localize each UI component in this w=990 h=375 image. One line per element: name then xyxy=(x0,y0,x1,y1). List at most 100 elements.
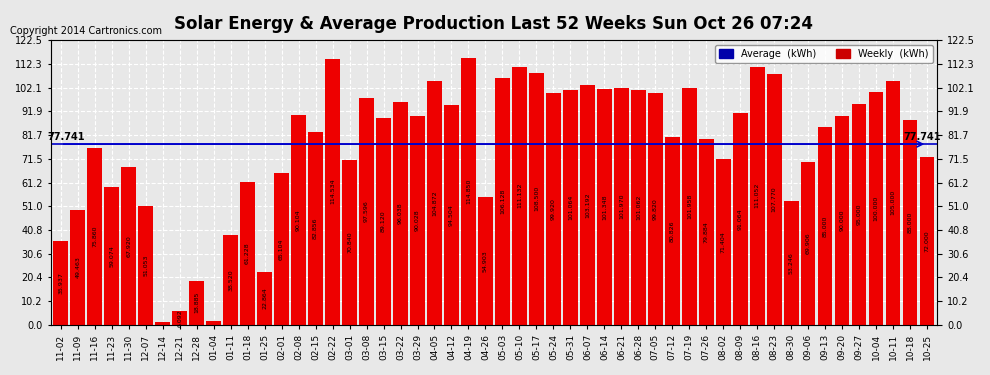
Bar xyxy=(648,93,662,325)
Text: 61.228: 61.228 xyxy=(246,243,250,264)
Bar xyxy=(308,132,323,325)
Bar xyxy=(291,116,306,325)
Bar xyxy=(206,321,221,325)
Bar xyxy=(818,127,833,325)
Text: 65.104: 65.104 xyxy=(279,238,284,260)
Text: 53.246: 53.246 xyxy=(789,252,794,274)
Text: 82.856: 82.856 xyxy=(313,218,318,239)
Bar xyxy=(139,206,152,325)
Text: 69.906: 69.906 xyxy=(806,233,811,254)
Text: 101.958: 101.958 xyxy=(687,194,692,219)
Bar xyxy=(546,93,560,325)
Bar xyxy=(155,322,170,325)
Text: 77.741: 77.741 xyxy=(903,132,940,142)
Text: 59.074: 59.074 xyxy=(109,245,114,267)
Text: 111.132: 111.132 xyxy=(517,183,522,209)
Text: 101.062: 101.062 xyxy=(636,195,641,220)
Bar xyxy=(530,73,544,325)
Bar xyxy=(597,89,612,325)
Bar xyxy=(105,188,119,325)
Text: 105.000: 105.000 xyxy=(891,190,896,215)
Text: 114.850: 114.850 xyxy=(466,178,471,204)
Bar xyxy=(326,58,340,325)
Bar xyxy=(665,137,679,325)
Text: 54.903: 54.903 xyxy=(483,250,488,272)
Text: 79.884: 79.884 xyxy=(704,221,709,243)
Bar xyxy=(716,159,731,325)
Bar xyxy=(461,58,475,325)
Text: 107.770: 107.770 xyxy=(772,187,777,212)
Bar xyxy=(189,281,204,325)
Text: 80.826: 80.826 xyxy=(670,220,675,242)
Bar xyxy=(53,241,68,325)
Text: 96.038: 96.038 xyxy=(398,202,403,224)
Text: 91.064: 91.064 xyxy=(738,208,742,230)
Bar xyxy=(750,67,764,325)
Text: 111.052: 111.052 xyxy=(754,183,759,209)
Bar xyxy=(70,210,85,325)
Legend: Average  (kWh), Weekly  (kWh): Average (kWh), Weekly (kWh) xyxy=(715,45,933,63)
Text: 85.000: 85.000 xyxy=(823,215,828,237)
Text: 51.053: 51.053 xyxy=(144,255,148,276)
Text: 35.937: 35.937 xyxy=(58,272,63,294)
Bar xyxy=(224,235,238,325)
Bar xyxy=(835,116,849,325)
Text: 103.192: 103.192 xyxy=(585,192,590,217)
Bar xyxy=(428,81,442,325)
Text: 90.028: 90.028 xyxy=(415,209,420,231)
Text: 70.840: 70.840 xyxy=(347,232,352,253)
Text: 106.128: 106.128 xyxy=(500,189,505,214)
Text: 101.348: 101.348 xyxy=(602,194,607,220)
Bar xyxy=(478,197,493,325)
Text: 49.463: 49.463 xyxy=(75,256,80,278)
Bar xyxy=(87,148,102,325)
Bar xyxy=(172,310,187,325)
Bar xyxy=(563,90,577,325)
Bar xyxy=(632,90,645,325)
Text: Copyright 2014 Cartronics.com: Copyright 2014 Cartronics.com xyxy=(10,26,162,36)
Text: 95.000: 95.000 xyxy=(856,204,861,225)
Bar xyxy=(852,104,866,325)
Bar xyxy=(393,102,408,325)
Bar xyxy=(410,116,425,325)
Text: 94.504: 94.504 xyxy=(449,204,454,226)
Text: 104.872: 104.872 xyxy=(432,190,437,216)
Text: 100.000: 100.000 xyxy=(874,196,879,221)
Bar xyxy=(886,81,901,325)
Bar xyxy=(445,105,458,325)
Text: 99.920: 99.920 xyxy=(550,198,556,220)
Text: 99.820: 99.820 xyxy=(652,198,658,220)
Text: 101.064: 101.064 xyxy=(568,195,573,220)
Text: 90.104: 90.104 xyxy=(296,209,301,231)
Bar xyxy=(359,98,374,325)
Bar xyxy=(122,167,136,325)
Text: 38.520: 38.520 xyxy=(228,269,233,291)
Text: 90.000: 90.000 xyxy=(840,209,844,231)
Bar xyxy=(767,74,781,325)
Text: 6.092: 6.092 xyxy=(177,309,182,327)
Bar xyxy=(343,160,356,325)
Bar xyxy=(869,92,883,325)
Bar xyxy=(274,174,289,325)
Text: 75.860: 75.860 xyxy=(92,226,97,248)
Bar xyxy=(257,272,272,325)
Text: 18.885: 18.885 xyxy=(194,292,199,314)
Bar xyxy=(903,120,918,325)
Bar xyxy=(801,162,816,325)
Bar xyxy=(614,88,629,325)
Bar xyxy=(682,88,697,325)
Text: 77.741: 77.741 xyxy=(48,132,84,142)
Bar xyxy=(580,85,595,325)
Bar xyxy=(512,66,527,325)
Text: 71.404: 71.404 xyxy=(721,231,726,253)
Text: 97.596: 97.596 xyxy=(364,201,369,222)
Text: 108.500: 108.500 xyxy=(534,186,539,211)
Bar xyxy=(920,158,935,325)
Text: 114.534: 114.534 xyxy=(330,179,335,204)
Text: 72.000: 72.000 xyxy=(925,230,930,252)
Bar xyxy=(495,78,510,325)
Bar xyxy=(376,118,391,325)
Text: 67.920: 67.920 xyxy=(126,235,131,257)
Text: 101.970: 101.970 xyxy=(619,194,624,219)
Bar xyxy=(784,201,799,325)
